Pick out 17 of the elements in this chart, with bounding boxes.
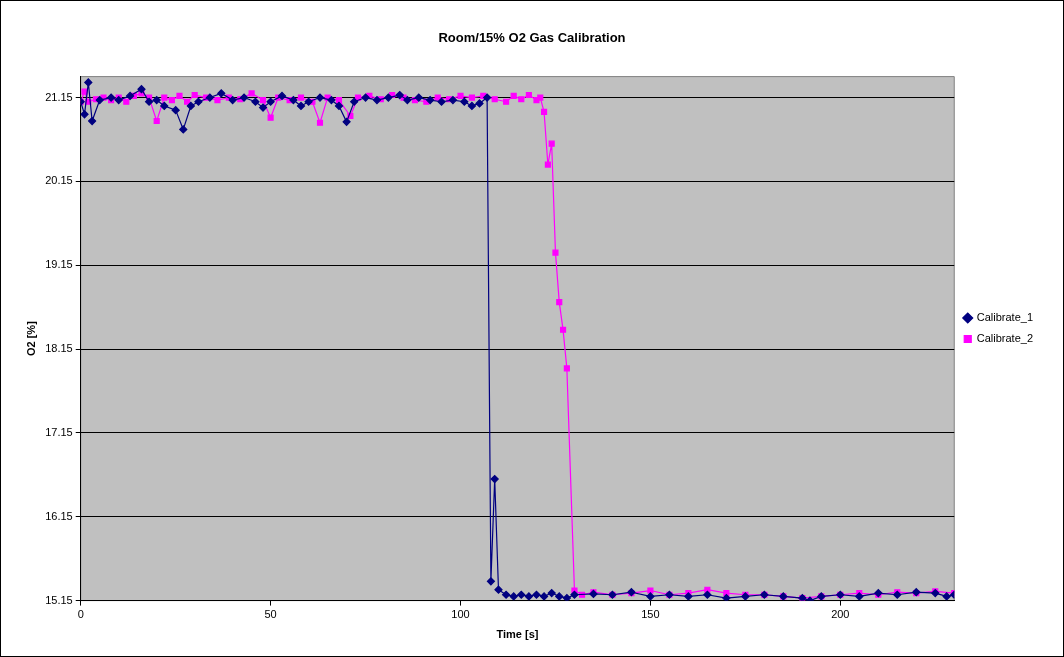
x-tick-label: 0 [77,608,84,621]
x-tick-label: 200 [831,608,850,621]
legend-label: Calibrate_2 [976,332,1034,345]
chart-title: Room/15% O2 Gas Calibration [438,30,626,46]
y-tick-label: 18.15 [45,342,73,355]
legend-label: Calibrate_1 [976,311,1034,324]
y-tick-label: 15.15 [45,593,73,606]
x-tick-label: 100 [451,608,470,621]
x-tick-label: 50 [264,608,277,621]
x-tick-label: 150 [641,608,660,621]
x-axis-title: Time [s] [496,628,539,641]
y-axis-title: O2 [%] [24,320,37,357]
y-tick-label: 21.15 [45,90,73,103]
y-tick-label: 19.15 [45,258,73,271]
y-tick-label: 17.15 [45,425,73,438]
y-tick-label: 16.15 [45,509,73,522]
y-tick-label: 20.15 [45,174,73,187]
